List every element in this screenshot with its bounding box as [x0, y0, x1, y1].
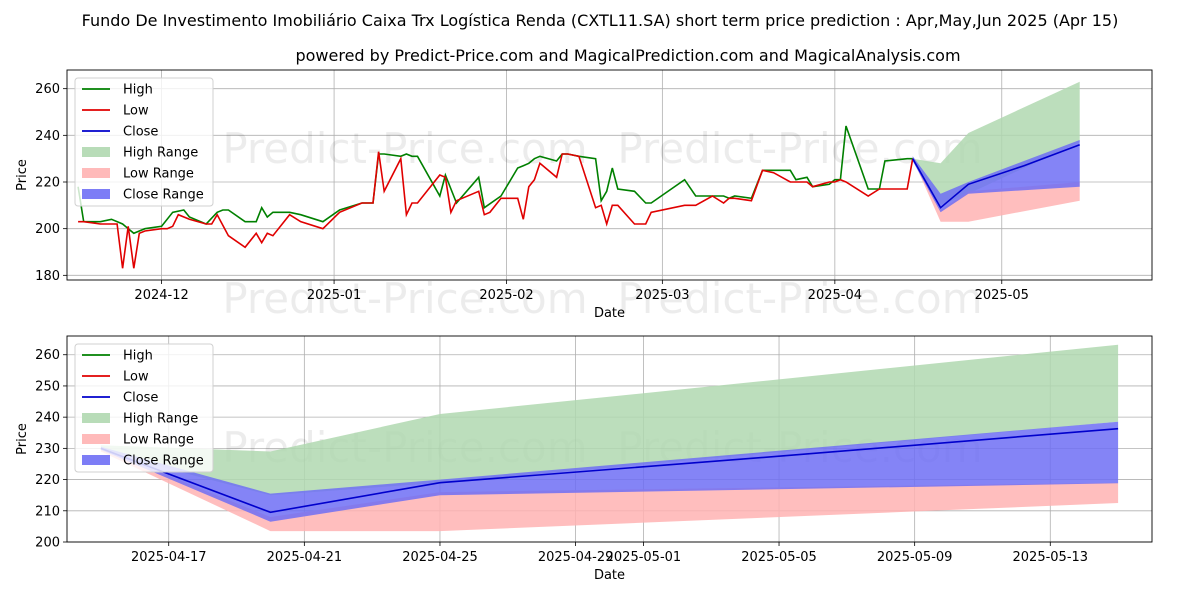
y-tick-label: 210 [35, 504, 60, 519]
y-tick-label: 200 [35, 536, 60, 551]
legend-swatch [82, 168, 110, 178]
x-tick-label: 2025-04-29 [538, 550, 614, 565]
high-range-band [100, 344, 1119, 496]
legend-swatch [82, 147, 110, 157]
y-tick-label: 220 [35, 176, 60, 191]
x-tick-label: 2025-05-01 [606, 550, 682, 565]
legend-entry: Close Range [123, 188, 204, 203]
low-series-line [78, 151, 914, 269]
x-tick-label: 2025-04 [808, 288, 862, 303]
watermark-text: Predict-Price.com [222, 124, 587, 173]
legend-entry: High Range [123, 146, 198, 161]
y-tick-label: 240 [35, 411, 60, 426]
legend-entry: Close [123, 391, 158, 406]
y-tick-label: 220 [35, 473, 60, 488]
legend-swatch [82, 413, 110, 423]
legend-entry: Low Range [123, 433, 194, 448]
high-range-band [912, 81, 1080, 206]
y-axis-label: Price [15, 159, 30, 191]
legend-entry: Low [123, 104, 149, 119]
legend-entry: High [123, 349, 153, 364]
close-series-line [912, 143, 1080, 209]
x-tick-label: 2025-03 [635, 288, 689, 303]
x-tick-label: 2025-04-25 [402, 550, 478, 565]
y-tick-label: 180 [35, 269, 60, 284]
y-tick-label: 250 [35, 379, 60, 394]
close-series-line [100, 427, 1119, 514]
high-series-line [77, 125, 913, 235]
legend-entry: High [123, 83, 153, 98]
x-tick-label: 2025-02 [479, 288, 533, 303]
chart-title: Fundo De Investimento Imobiliário Caixa … [82, 11, 1119, 30]
lower-panel: Predict-Price.comPredict-Price.com200210… [15, 335, 1153, 583]
legend-entry: High Range [123, 412, 198, 427]
x-tick-label: 2025-05 [975, 288, 1029, 303]
y-tick-label: 200 [35, 222, 60, 237]
x-tick-label: 2025-04-17 [131, 550, 207, 565]
plot-frame [66, 335, 1153, 543]
chart-subtitle: powered by Predict-Price.com and Magical… [295, 46, 960, 65]
y-tick-label: 260 [35, 348, 60, 363]
legend-swatch [82, 434, 110, 444]
watermark-text: Predict-Price.com [222, 274, 587, 323]
x-tick-label: 2025-04-21 [267, 550, 343, 565]
close-range-band [912, 140, 1080, 213]
y-tick-label: 240 [35, 129, 60, 144]
x-tick-label: 2025-05-09 [877, 550, 953, 565]
y-tick-label: 230 [35, 442, 60, 457]
x-tick-label: 2024-12 [134, 288, 188, 303]
x-tick-label: 2025-05-05 [741, 550, 817, 565]
legend-entry: Low [123, 370, 149, 385]
legend-entry: Low Range [123, 167, 194, 182]
legend-swatch [82, 189, 110, 199]
plot-frame [66, 69, 1153, 281]
watermark-text: Predict-Price.com [617, 274, 982, 323]
x-axis-label: Date [594, 306, 625, 321]
low-range-band [100, 448, 1119, 532]
x-tick-label: 2025-01 [307, 288, 361, 303]
y-axis-label: Price [15, 423, 30, 455]
x-axis-label: Date [594, 568, 625, 583]
y-tick-label: 260 [35, 82, 60, 97]
legend-entry: Close [123, 125, 158, 140]
x-tick-label: 2025-05-13 [1013, 550, 1089, 565]
upper-panel: Predict-Price.com Predict-Price.com Predic… [15, 69, 1153, 323]
legend-swatch [82, 455, 110, 465]
legend-entry: Close Range [123, 454, 204, 469]
